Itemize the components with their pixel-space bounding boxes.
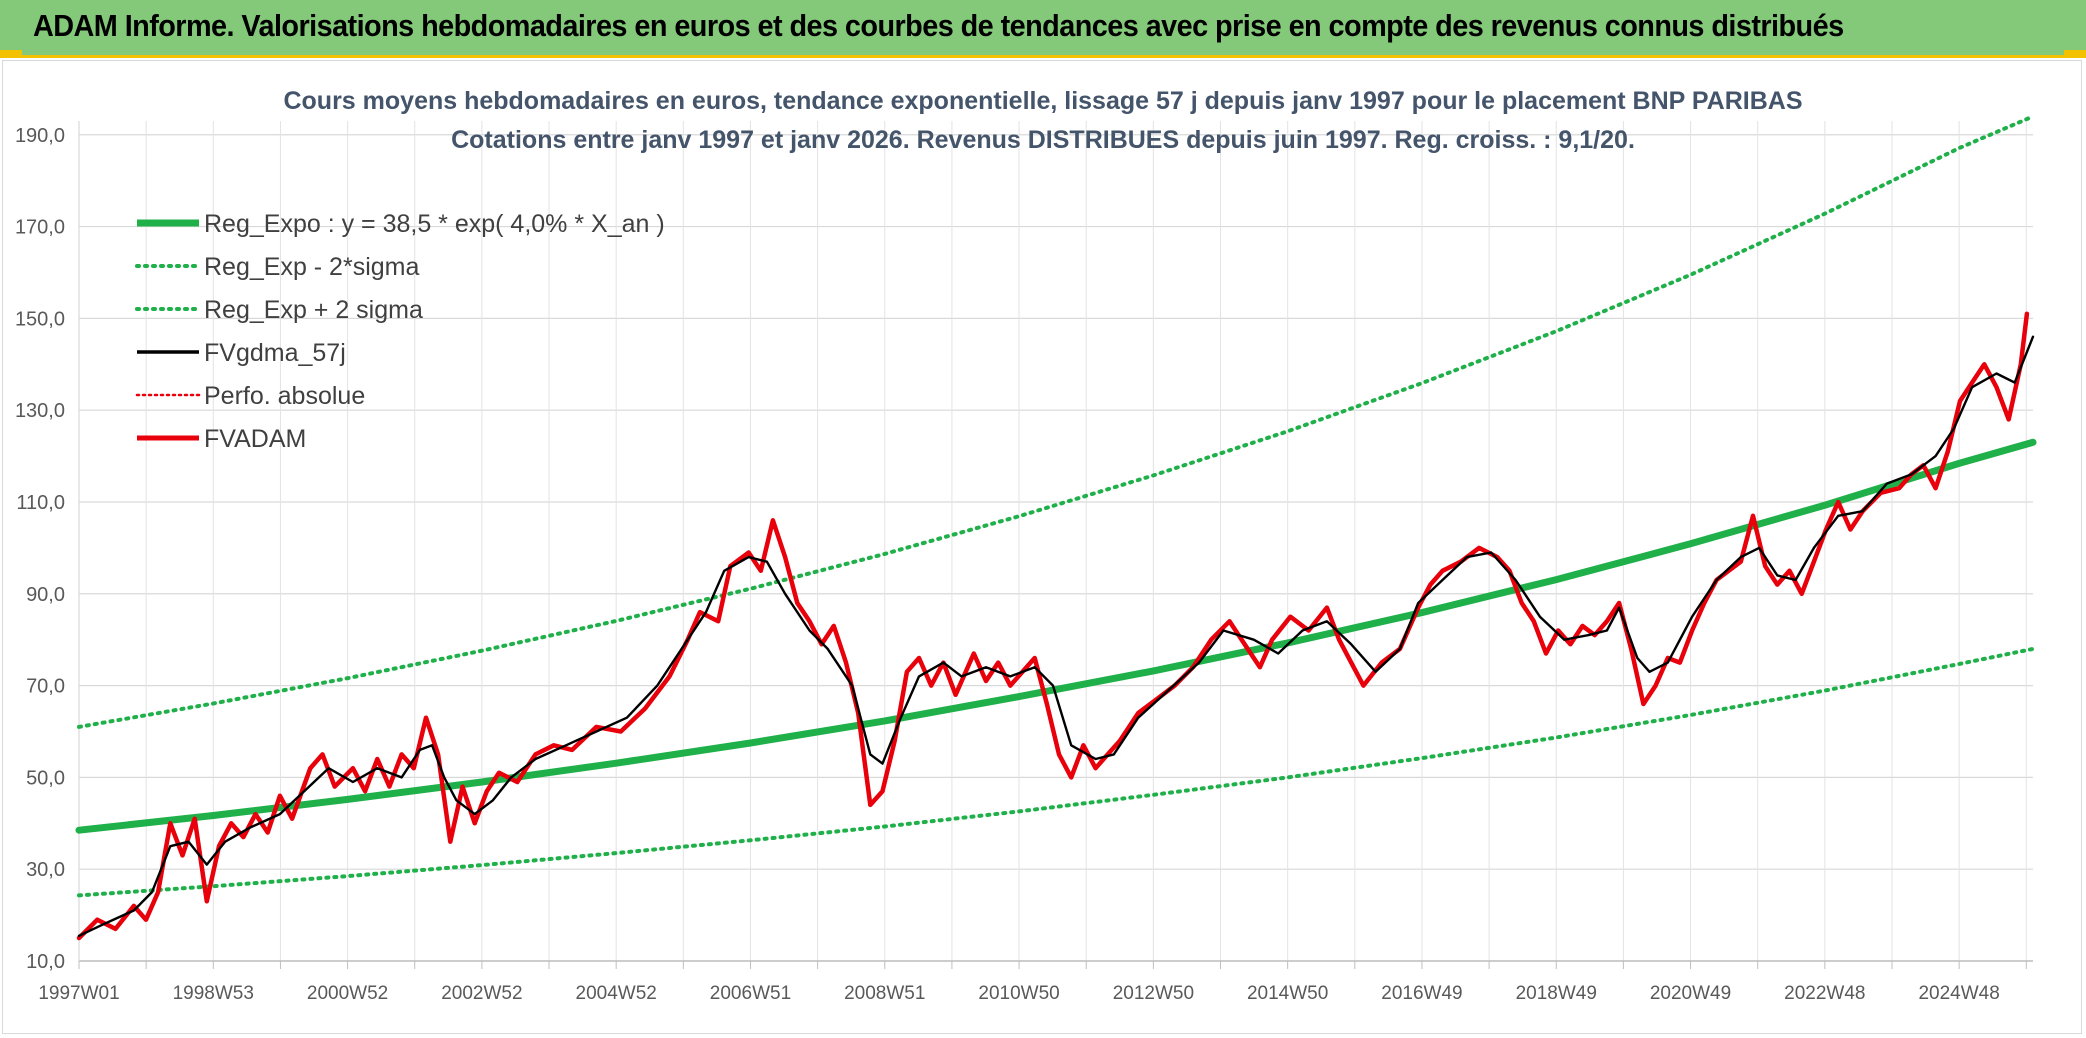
legend-label: Perfo. absolue — [204, 382, 365, 410]
series-line-0 — [75, 438, 2037, 834]
x-tick-label: 2022W48 — [1784, 983, 1865, 1004]
x-tick-label: 2000W52 — [307, 983, 388, 1004]
x-tick-label: 1998W53 — [173, 983, 254, 1004]
x-tick-label: 2024W48 — [1918, 983, 1999, 1004]
x-tick-label: 2006W51 — [710, 983, 791, 1004]
legend-label: Reg_Exp + 2 sigma — [204, 296, 423, 324]
x-tick-label: 2004W52 — [576, 983, 657, 1004]
legend-label: Reg_Expo : y = 38,5 * exp( 4,0% * X_an ) — [204, 210, 665, 238]
y-tick-label: 110,0 — [16, 492, 65, 514]
x-tick-label: 2014W50 — [1247, 983, 1328, 1004]
series-line-5 — [76, 311, 2030, 941]
series-line-3 — [77, 335, 2035, 937]
x-tick-label: 2010W50 — [978, 983, 1059, 1004]
legend-label: FVgdma_57j — [204, 339, 346, 367]
report-banner-title: ADAM Informe. Valorisations hebdomadaire… — [33, 8, 1844, 43]
x-tick-label: 2020W49 — [1650, 983, 1731, 1004]
x-axis-ticks: 1997W01 1998W53 2000W52 2002W52 2004W52 2006W… — [38, 983, 1999, 1004]
x-tick-label: 2018W49 — [1516, 983, 1597, 1004]
y-tick-label: 170,0 — [15, 217, 65, 239]
y-axis-ticks: 10,0 30,0 50,0 70,0 90,0 110,0 130,0 150,0 170,0… — [15, 125, 65, 973]
y-tick-label: 190,0 — [15, 125, 65, 147]
x-tick-label: 1997W01 — [38, 983, 119, 1004]
series-line-1 — [77, 646, 2035, 898]
y-tick-label: 70,0 — [26, 676, 65, 698]
legend-label: FVADAM — [204, 425, 306, 453]
y-tick-label: 50,0 — [26, 767, 65, 789]
banner-corner-left — [0, 50, 22, 58]
x-tick-label: 2016W49 — [1381, 983, 1462, 1004]
x-tick-label: 2002W52 — [441, 983, 522, 1004]
y-tick-label: 30,0 — [26, 859, 65, 881]
series-layer — [75, 114, 2037, 941]
chart-frame: 10,0 30,0 50,0 70,0 90,0 110,0 130,0 150,0 170,0… — [2, 60, 2082, 1034]
x-tick-label: 2012W50 — [1113, 983, 1194, 1004]
y-tick-label: 90,0 — [26, 584, 65, 606]
y-tick-label: 130,0 — [15, 400, 65, 422]
banner-corner-right — [2064, 50, 2086, 58]
chart-grid — [78, 121, 2033, 969]
series-line-2 — [77, 114, 2035, 729]
y-tick-label: 10,0 — [26, 951, 65, 973]
legend-label: Reg_Exp - 2*sigma — [204, 253, 419, 281]
line-chart: 10,0 30,0 50,0 70,0 90,0 110,0 130,0 150,0 170,0… — [15, 87, 2037, 1004]
chart-legend: Reg_Expo : y = 38,5 * exp( 4,0% * X_an )… — [135, 210, 665, 453]
x-tick-label: 2008W51 — [844, 983, 925, 1004]
report-banner: ADAM Informe. Valorisations hebdomadaire… — [0, 0, 2086, 58]
chart-title: Cours moyens hebdomadaires en euros, ten… — [283, 87, 1802, 115]
chart-subtitle: Cotations entre janv 1997 et janv 2026. … — [451, 126, 1635, 154]
y-tick-label: 150,0 — [15, 308, 65, 330]
